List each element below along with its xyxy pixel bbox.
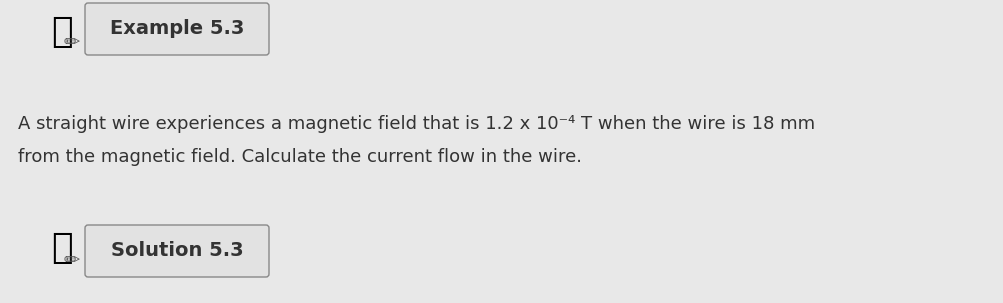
Text: ✏: ✏	[64, 251, 80, 269]
Text: 🧒: 🧒	[51, 15, 73, 49]
Text: Solution 5.3: Solution 5.3	[110, 241, 243, 261]
Text: A straight wire experiences a magnetic field that is 1.2 x 10⁻⁴ T when the wire : A straight wire experiences a magnetic f…	[18, 115, 814, 133]
Text: from the magnetic field. Calculate the current flow in the wire.: from the magnetic field. Calculate the c…	[18, 148, 582, 166]
Text: Example 5.3: Example 5.3	[109, 19, 244, 38]
FancyBboxPatch shape	[85, 225, 269, 277]
Text: 🧒: 🧒	[51, 231, 73, 265]
FancyBboxPatch shape	[85, 3, 269, 55]
Text: ✏: ✏	[64, 32, 80, 52]
